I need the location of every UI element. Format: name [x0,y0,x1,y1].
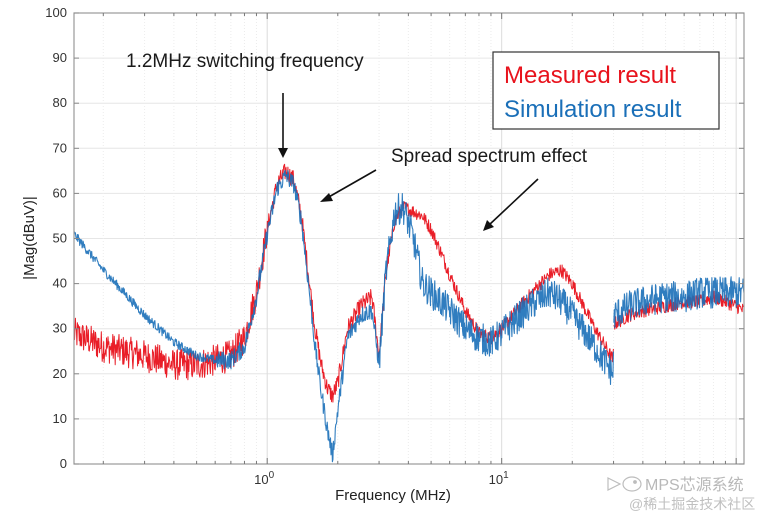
y-tick-label: 40 [53,276,67,291]
y-axis-label: |Mag(dBuV)| [21,196,38,280]
fish-logo-icon [607,476,642,492]
y-tick-label: 100 [45,5,67,20]
series-line-measured [73,163,614,403]
series-line-simulation [73,169,614,463]
y-tick-label: 10 [53,411,67,426]
y-tick-label: 90 [53,50,67,65]
legend-entry-simulation: Simulation result [504,96,682,123]
y-tick-labels: 0 10 20 30 40 50 60 70 80 90 100 [45,5,67,471]
annotation-arrow-spread-1 [326,169,377,199]
watermark-community: @稀土掘金技术社区 [629,496,755,512]
y-tick-label: 50 [53,231,67,246]
watermark: MPS芯源系统 @稀土掘金技术社区 [607,476,755,512]
x-tick-label: 100 [254,470,274,487]
y-tick-label: 20 [53,366,67,381]
axis-ticks [74,12,744,465]
arrowhead-switching [278,148,288,158]
y-tick-label: 30 [53,321,67,336]
y-tick-label: 60 [53,185,67,200]
legend: Measured result Simulation result [492,51,720,130]
annotation-arrow-spread-2 [488,178,539,226]
arrowhead-spread-2 [483,220,494,231]
legend-entry-measured: Measured result [504,62,676,89]
y-tick-label: 70 [53,140,67,155]
series-line-simulation [613,276,745,329]
x-tick-labels: 100 101 [254,470,509,487]
y-tick-label: 0 [60,456,67,471]
x-tick-label: 101 [489,470,509,487]
series-layer [73,163,745,463]
legend-box [492,51,720,130]
annotation-switching-frequency: 1.2MHz switching frequency [126,51,364,72]
y-tick-label: 80 [53,95,67,110]
x-axis-label: Frequency (MHz) [335,487,451,504]
annotation-spread-spectrum: Spread spectrum effect [391,146,588,167]
watermark-brand: MPS芯源系统 [645,476,744,494]
arrowhead-spread-1 [320,193,333,202]
